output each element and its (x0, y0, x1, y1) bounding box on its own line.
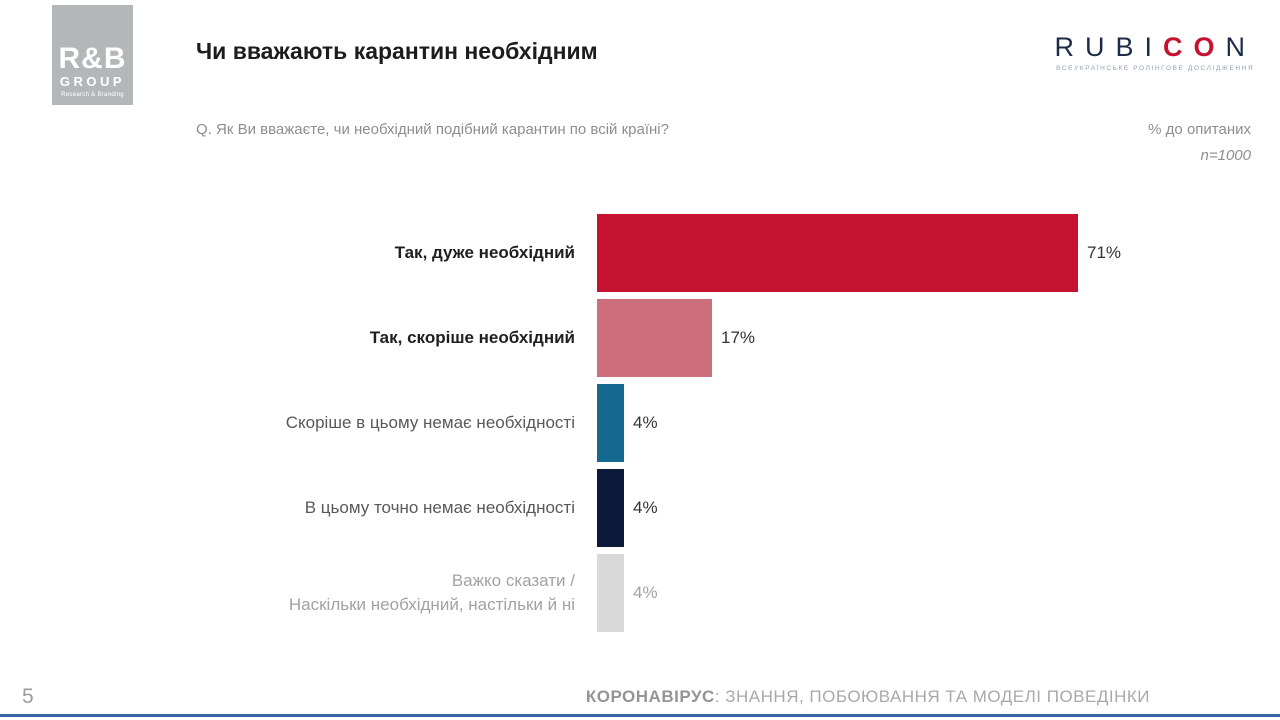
rb-group-logo: R&B GROUP Research & Branding (52, 5, 133, 105)
report-title-rest: : ЗНАННЯ, ПОБОЮВАННЯ ТА МОДЕЛІ ПОВЕДІНКИ (714, 687, 1150, 706)
page-number: 5 (22, 685, 34, 708)
bar-value: 4% (633, 583, 658, 602)
bar (597, 214, 1078, 292)
bottom-accent-line (0, 714, 1280, 717)
bar-label: Так, дуже необхідний (394, 243, 575, 263)
bar (597, 299, 712, 377)
rb-logo-group-text: GROUP (59, 74, 126, 89)
bar-row: Важко сказати / Наскільки необхідний, на… (0, 554, 1280, 632)
sample-size: n=1000 (1200, 147, 1251, 164)
bar-label: Так, скоріше необхідний (369, 328, 575, 348)
rb-logo-subtext: Research & Branding (61, 92, 124, 98)
bar-value: 4% (633, 413, 658, 432)
bar-value: 4% (633, 498, 658, 517)
bar-row: Так, скоріше необхідний 17% (0, 299, 1280, 377)
bar-value: 71% (1087, 243, 1122, 262)
bar-label: Важко сказати / Наскільки необхідний, на… (288, 571, 575, 614)
report-title: КОРОНАВІРУС: ЗНАННЯ, ПОБОЮВАННЯ ТА МОДЕЛ… (586, 687, 1150, 707)
rubicon-wordmark: RUBICON (1054, 32, 1256, 62)
bar-row: Скоріше в цьому немає необхідності 4% (0, 384, 1280, 462)
bar (597, 384, 624, 462)
page-title: Чи вважають карантин необхідним (196, 38, 598, 64)
bar-label: Скоріше в цьому немає необхідності (285, 413, 575, 433)
rb-logo-text: R&B (58, 41, 127, 75)
bar-row: В цьому точно немає необхідності 4% (0, 469, 1280, 547)
bar-row: Так, дуже необхідний 71% (0, 214, 1280, 292)
rubicon-caption: ВСЕУКРАЇНСЬКЕ РОЛІНГОВЕ ДОСЛІДЖЕННЯ (1056, 65, 1255, 72)
bar (597, 554, 624, 632)
survey-question: Q. Як Ви вважаєте, чи необхідний подібни… (196, 121, 669, 138)
bar (597, 469, 624, 547)
bar-value: 17% (721, 328, 756, 347)
rubicon-logo: RUBICON ВСЕУКРАЇНСЬКЕ РОЛІНГОВЕ ДОСЛІДЖЕ… (1054, 32, 1256, 72)
percent-base-note: % до опитаних (1148, 121, 1251, 138)
bar-chart: Так, дуже необхідний 71% Так, скоріше не… (0, 214, 1280, 639)
bar-label: В цьому точно немає необхідності (304, 498, 575, 518)
report-title-bold: КОРОНАВІРУС (585, 687, 715, 706)
